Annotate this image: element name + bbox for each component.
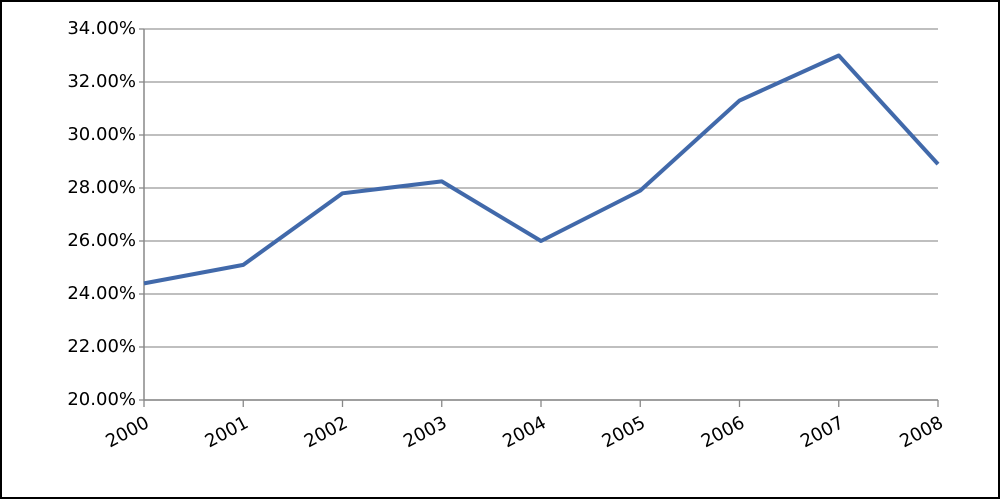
data-line	[143, 53, 940, 286]
y-tick-label: 30.00%	[67, 124, 136, 145]
y-tick-label: 24.00%	[67, 283, 136, 304]
y-tick-label: 34.00%	[67, 18, 136, 39]
y-tick-label: 28.00%	[67, 177, 136, 198]
y-tick-label: 20.00%	[67, 389, 136, 410]
y-tick-label: 22.00%	[67, 336, 136, 357]
y-tick-label: 32.00%	[67, 71, 136, 92]
y-tick-label: 26.00%	[67, 230, 136, 251]
